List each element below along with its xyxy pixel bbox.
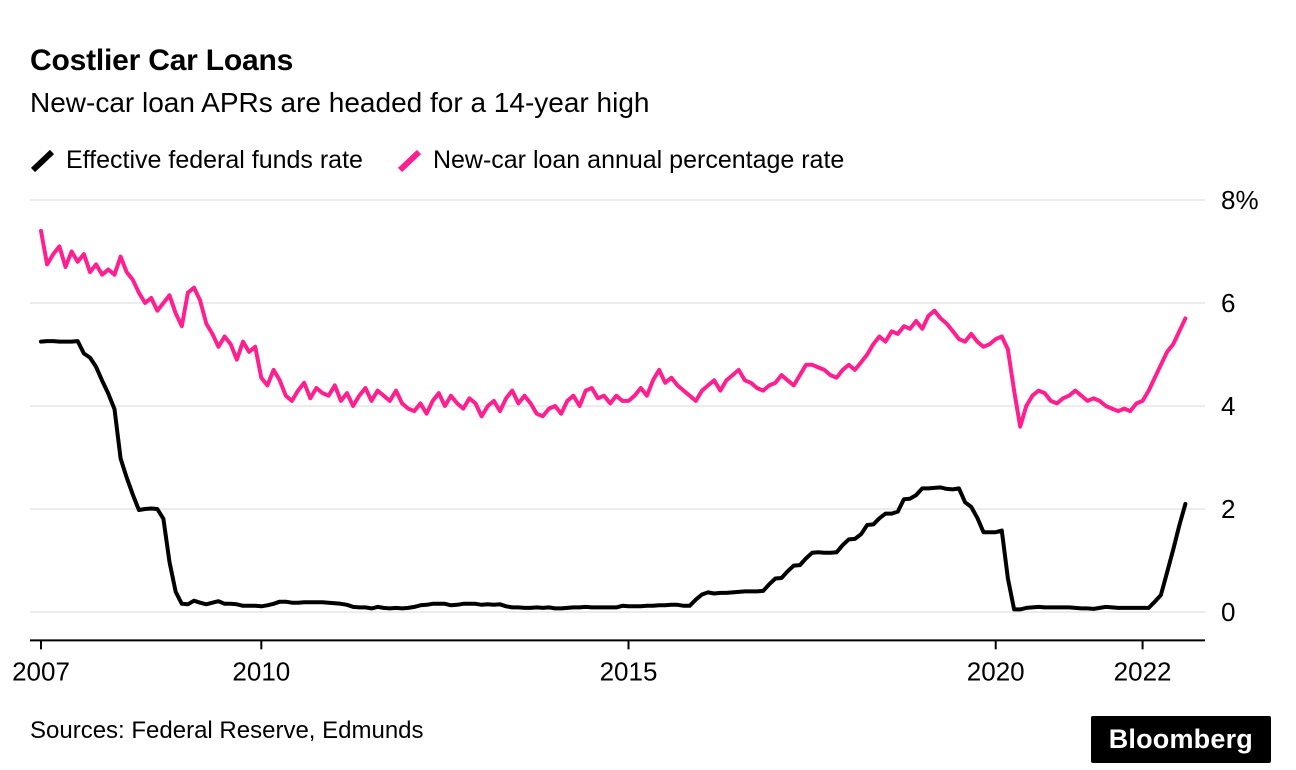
line-chart-svg: 0 2 4 6 8% 2007 2010 2015 2020 2022 <box>12 185 1259 686</box>
svg-text:2020: 2020 <box>967 656 1025 686</box>
svg-text:4: 4 <box>1221 391 1235 421</box>
bloomberg-logo-text: Bloomberg <box>1108 724 1253 754</box>
svg-text:2022: 2022 <box>1114 656 1172 686</box>
source-note: Sources: Federal Reserve, Edmunds <box>30 717 424 744</box>
plot-area: 0 2 4 6 8% 2007 2010 2015 2020 2022 <box>0 180 1296 705</box>
svg-text:2010: 2010 <box>232 656 290 686</box>
chart-legend: Effective federal funds rate New-car loa… <box>28 146 862 175</box>
legend-swatch-line-icon <box>30 149 55 172</box>
svg-text:8%: 8% <box>1221 185 1259 215</box>
svg-text:2007: 2007 <box>12 656 70 686</box>
legend-swatch-line-icon <box>397 149 422 172</box>
svg-text:2015: 2015 <box>600 656 658 686</box>
bloomberg-logo: Bloomberg <box>1090 716 1271 763</box>
legend-item-new-car-apr: New-car loan annual percentage rate <box>395 146 844 175</box>
legend-label-fed-funds: Effective federal funds rate <box>66 146 363 174</box>
svg-text:6: 6 <box>1221 288 1235 318</box>
svg-text:0: 0 <box>1221 597 1235 627</box>
legend-label-new-car-apr: New-car loan annual percentage rate <box>432 146 845 174</box>
legend-item-fed-funds: Effective federal funds rate <box>28 146 363 175</box>
chart-title: Costlier Car Loans <box>30 44 294 77</box>
svg-text:2: 2 <box>1221 494 1235 524</box>
chart-subtitle: New-car loan APRs are headed for a 14-ye… <box>30 87 650 118</box>
